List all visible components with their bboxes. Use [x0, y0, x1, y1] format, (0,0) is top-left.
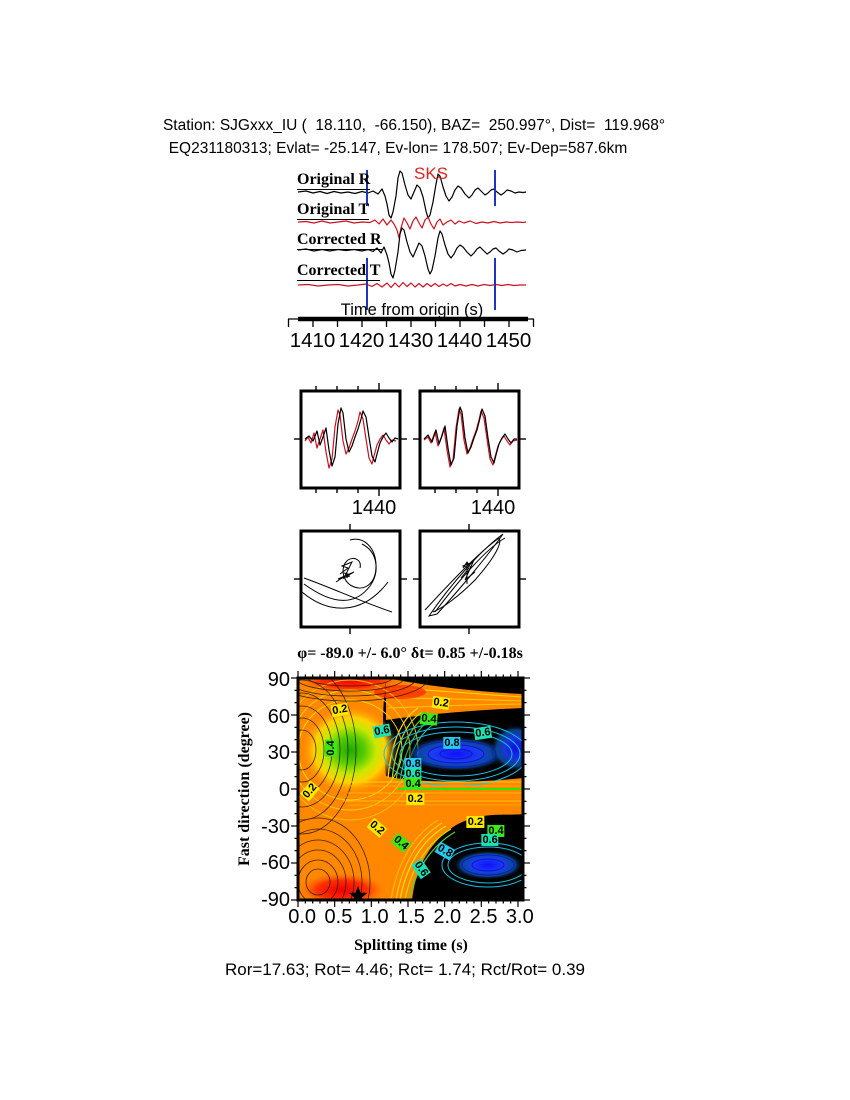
contour-ytick-label: 90	[267, 669, 290, 692]
contour-ytick-label: -30	[261, 815, 290, 838]
time-axis-title: Time from origin (s)	[340, 301, 484, 319]
contour-plot-svg	[291, 671, 530, 907]
footer-stats: Ror=17.63; Rot= 4.46; Rct= 1.74; Rct/Rot…	[224, 960, 586, 979]
time-axis-tick-labels: 1410 1420 1430 1440 1450	[288, 329, 533, 353]
particle-motion-curves-2	[424, 533, 506, 617]
analysis-window-lines	[366, 170, 496, 310]
compare-fast-trace-1	[304, 407, 399, 467]
particle-motion-curves-1	[301, 538, 393, 613]
contour-ytick-label: 30	[267, 742, 290, 765]
trace-label-corrected-r: Corrected R	[297, 231, 382, 250]
contour-ytick-label: 0	[278, 779, 290, 802]
trace-label-original-r: Original R	[297, 171, 371, 190]
wave-compare-ticks-2	[413, 383, 526, 496]
trace-label-corrected-t: Corrected T	[297, 262, 381, 281]
contour-xtick-label: 1.5	[397, 906, 425, 928]
contour-xtick-label: 0.0	[288, 906, 317, 928]
trace-panel-svg	[287, 170, 535, 327]
time-axis-tick-label: 1420	[338, 329, 385, 352]
contour-title: φ= -89.0 +/- 6.0° δt= 0.85 +/-0.18s	[297, 645, 523, 662]
original-t-trace	[297, 216, 527, 239]
wave-compare-box-corrected	[413, 383, 526, 496]
particle-motion-box-original	[294, 524, 407, 634]
contour-xtick-labels: 0.0 0.5 1.0 1.5 2.0 2.5 3.0	[284, 906, 538, 929]
contour-xtick-label: 2.0	[433, 906, 462, 928]
wave-compare-ticks-1	[294, 383, 407, 496]
contour-ytick-label: -90	[261, 888, 290, 911]
phase-label-sks: SKS	[414, 164, 449, 183]
time-axis-tick-label: 1440	[436, 329, 483, 352]
best-fit-star	[348, 886, 368, 900]
time-axis-tick-label: 1430	[387, 329, 434, 352]
time-axis-tick-label: 1410	[289, 329, 336, 352]
wave-compare-box-original	[294, 383, 407, 496]
corrected-t-trace	[297, 281, 526, 289]
station-header: Station: SJGxxx_IU ( 18.110, -66.150), B…	[162, 117, 666, 134]
compare-fast-trace-2	[423, 406, 517, 466]
contour-xtick-label: 3.0	[505, 906, 534, 928]
contour-ytick-labels: 90 60 30 0 -30 -60 -90	[238, 662, 290, 918]
compare-slow-trace-1	[304, 409, 397, 469]
contour-xlabel: Splitting time (s)	[354, 937, 468, 954]
contour-xtick-label: 2.5	[469, 906, 498, 928]
contour-field	[298, 678, 523, 900]
contour-ytick-label: 60	[267, 705, 290, 728]
wave-compare-tick-label-2: 1440	[470, 497, 516, 519]
contour-xtick-label: 0.5	[324, 906, 353, 928]
particle-motion-box-corrected	[413, 524, 526, 634]
event-header: EQ231180313; Evlat= -25.147, Ev-lon= 178…	[168, 140, 628, 157]
corrected-r-trace	[297, 227, 527, 279]
wave-compare-tick-label-1: 1440	[351, 497, 397, 519]
contour-xtick-label: 1.0	[360, 906, 389, 928]
time-axis	[287, 316, 535, 327]
contour-axis-ticks	[291, 671, 530, 907]
trace-label-original-t: Original T	[297, 201, 370, 220]
contour-ytick-label: -60	[261, 852, 290, 875]
time-axis-tick-label: 1450	[485, 329, 532, 352]
